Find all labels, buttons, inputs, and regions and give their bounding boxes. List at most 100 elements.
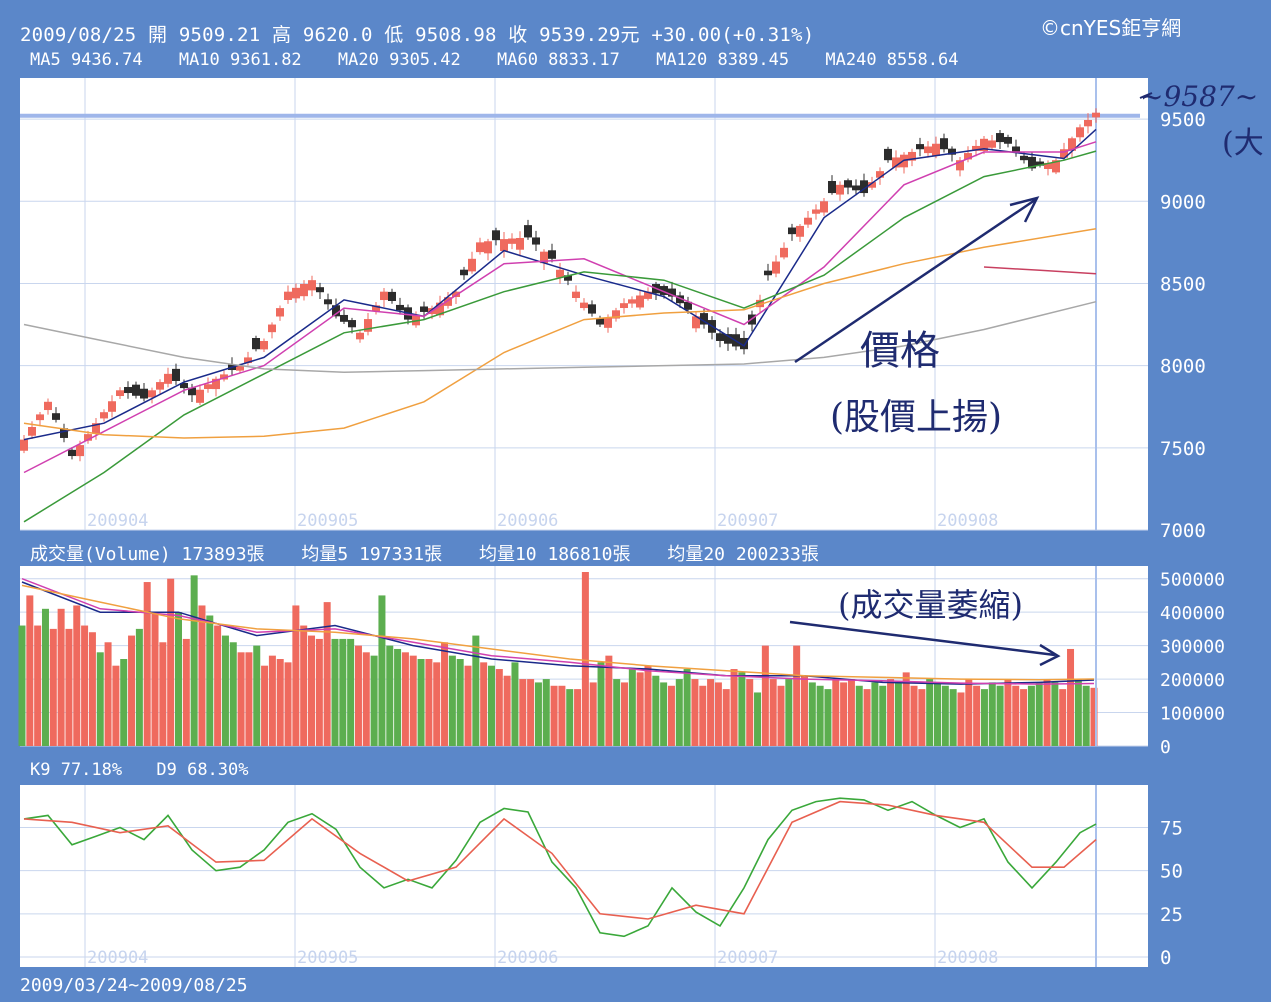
ma120-line xyxy=(23,300,1097,373)
kd-x-tick-label: 200905 xyxy=(297,948,358,968)
volume-bar xyxy=(988,682,996,746)
candle-body xyxy=(940,138,948,150)
candle-body xyxy=(892,157,900,168)
date-range: 2009/03/24~2009/08/25 xyxy=(20,975,248,996)
candle-body xyxy=(1020,155,1028,161)
candle-body xyxy=(724,334,732,344)
volume-bar xyxy=(214,625,222,746)
candle-body xyxy=(436,302,444,316)
candle-body xyxy=(908,151,916,161)
candle-body xyxy=(572,291,580,298)
candle-body xyxy=(60,428,68,438)
candle-body xyxy=(68,449,76,457)
volume-bar xyxy=(1067,648,1075,746)
volume-bar xyxy=(589,682,597,746)
volume-bar xyxy=(26,595,34,746)
volume-bar xyxy=(472,635,480,746)
volume-bar xyxy=(707,679,715,746)
candle-body xyxy=(556,269,564,278)
volume-bar xyxy=(1012,685,1020,746)
candle-body xyxy=(924,146,932,154)
candle-body xyxy=(772,261,780,274)
volume-bar xyxy=(198,605,206,746)
kd-x-tick-label: 200907 xyxy=(717,948,778,968)
candle-body xyxy=(452,291,460,297)
candle-body xyxy=(804,217,812,225)
volume-bar xyxy=(315,638,323,746)
volume-bar xyxy=(699,685,707,746)
volume-bar xyxy=(104,642,112,746)
price-tick-label: 7500 xyxy=(1160,438,1206,460)
volume-bar xyxy=(221,635,229,746)
candle-body xyxy=(52,413,60,420)
annotation-top-right: ~9587~ xyxy=(1140,80,1259,113)
candle-body xyxy=(756,299,764,308)
volume-bar xyxy=(88,632,96,746)
candle-body xyxy=(660,286,668,295)
volume-bar xyxy=(49,628,57,746)
volume-bar xyxy=(1059,689,1067,746)
volume-bar xyxy=(495,669,503,746)
volume-bar xyxy=(128,635,136,746)
annotation-dash xyxy=(1139,92,1153,99)
candle-body xyxy=(204,384,212,389)
candle-body xyxy=(364,319,372,332)
volume-bar xyxy=(980,689,988,746)
volume-bar xyxy=(761,645,769,746)
volume-bar xyxy=(1051,682,1059,746)
volume-bar xyxy=(519,679,527,746)
candle-body xyxy=(36,414,44,421)
candle-body xyxy=(140,388,148,399)
candle-body xyxy=(1076,127,1084,138)
candle-body xyxy=(1068,138,1076,151)
volume-bar xyxy=(746,679,754,746)
volume-bar xyxy=(887,679,895,746)
candle-body xyxy=(596,318,604,325)
volume-bar xyxy=(574,689,582,746)
volume-bar xyxy=(18,625,26,746)
candle-body xyxy=(300,284,308,297)
candle-body xyxy=(332,305,340,317)
volume-summary: 成交量(Volume) 173893張 均量5 197331張 均量10 186… xyxy=(30,540,845,566)
candle-body xyxy=(220,374,228,380)
volume-bar xyxy=(824,689,832,746)
candle-body xyxy=(212,378,220,390)
volume-bar xyxy=(769,679,777,746)
volume-bar xyxy=(417,659,425,746)
candle-body xyxy=(1028,156,1036,169)
candle-body xyxy=(588,304,596,314)
candle-body xyxy=(540,251,548,264)
candle-body xyxy=(964,153,972,160)
volume-bar xyxy=(941,685,949,746)
candle-body xyxy=(812,209,820,214)
volume-bar xyxy=(879,685,887,746)
volume-bar xyxy=(863,689,871,746)
candle-body xyxy=(84,434,92,441)
candle-body xyxy=(76,445,84,457)
volume-bar xyxy=(785,679,793,746)
candle-body xyxy=(684,301,692,310)
candle-body xyxy=(844,180,852,188)
annotation-price-rising: (股價上揚) xyxy=(830,397,1003,438)
candle-body xyxy=(132,384,140,396)
candle-body xyxy=(828,180,836,194)
volume-bar xyxy=(1074,679,1082,746)
price-x-tick-label: 200905 xyxy=(297,511,358,531)
annotation-price: 價格 xyxy=(860,328,940,374)
volume-tick-label: 200000 xyxy=(1160,670,1225,691)
candle-body xyxy=(340,314,348,322)
volume-bar xyxy=(370,655,378,746)
volume-bar xyxy=(441,642,449,746)
candle-body xyxy=(188,387,196,396)
volume-bar xyxy=(81,625,89,746)
annotation-volume-shrinking: (成交量萎縮) xyxy=(838,586,1023,624)
ma60-value: MA60 8833.17 xyxy=(497,50,620,70)
candle-body xyxy=(292,287,300,299)
kd-x-tick-label: 200906 xyxy=(497,948,558,968)
volume-bar xyxy=(973,685,981,746)
volume-bar xyxy=(339,638,347,746)
candle-body xyxy=(996,133,1004,143)
candle-body xyxy=(108,401,116,412)
vol-ma20-value: 均量20 200233張 xyxy=(667,544,819,565)
volume-bar xyxy=(996,685,1004,746)
